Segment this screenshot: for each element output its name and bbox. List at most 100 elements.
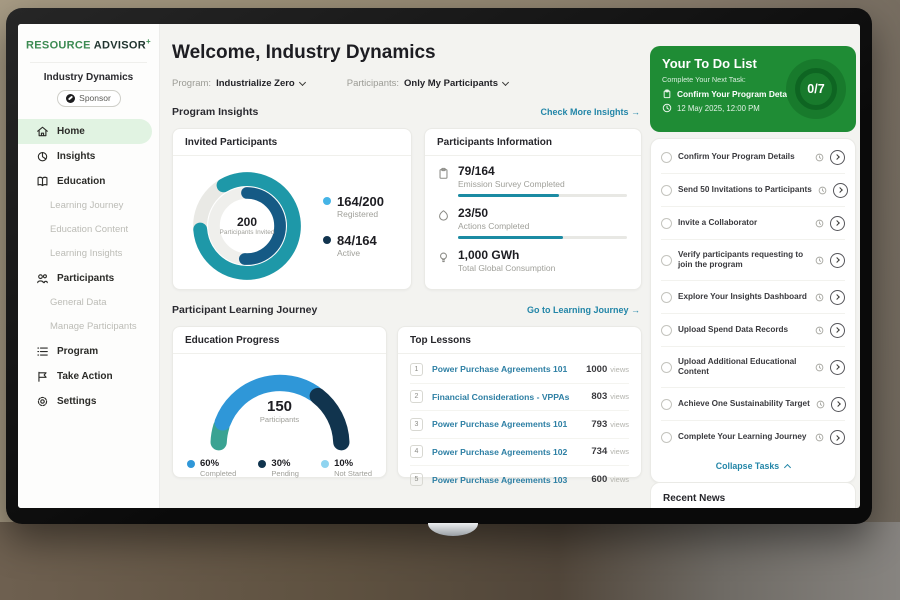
chevron-down-icon xyxy=(298,78,306,87)
sponsor-label: Sponsor xyxy=(79,93,111,104)
task-checkbox[interactable] xyxy=(661,151,672,163)
insights-icon xyxy=(37,151,48,162)
task-row-upload-spend-data[interactable]: Upload Spend Data Records xyxy=(661,314,845,347)
divider xyxy=(30,61,147,63)
task-row-confirm-program[interactable]: Confirm Your Program Details xyxy=(661,141,845,174)
go-to-learning-journey-link[interactable]: Go to Learning Journey → xyxy=(527,305,640,315)
task-row-invite-collaborator[interactable]: Invite a Collaborator xyxy=(661,207,845,240)
monitor-stand xyxy=(428,523,478,536)
task-row-upload-educational-content[interactable]: Upload Additional Educational Content xyxy=(661,347,845,388)
task-chevron-button[interactable] xyxy=(830,149,845,165)
sidebar-item-manage-participants[interactable]: Manage Participants xyxy=(18,315,159,339)
metric-value: 79/164 xyxy=(458,164,495,178)
task-chevron-button[interactable] xyxy=(830,322,845,338)
task-checkbox[interactable] xyxy=(661,432,672,443)
task-chevron-button[interactable] xyxy=(830,396,846,412)
todo-due-label: 12 May 2025, 12:00 PM xyxy=(677,103,760,113)
task-label: Invite a Collaborator xyxy=(678,217,758,227)
lesson-link[interactable]: Financial Considerations - VPPAs xyxy=(432,391,570,402)
task-checkbox[interactable] xyxy=(661,324,672,336)
sidebar-item-label: Learning Insights xyxy=(50,248,123,260)
legend-value: 30% xyxy=(271,458,291,469)
sidebar-item-label: Program xyxy=(57,345,99,357)
task-row-achieve-target[interactable]: Achieve One Sustainability Target xyxy=(661,388,846,421)
task-chevron-button[interactable] xyxy=(830,215,845,231)
todo-next-task: Confirm Your Program Details xyxy=(662,89,844,99)
lesson-link[interactable]: Power Purchase Agreements 101 xyxy=(432,364,568,375)
views-suffix: views xyxy=(610,392,629,402)
program-filter-value: Industrialize Zero xyxy=(216,78,295,89)
task-checkbox[interactable] xyxy=(661,217,672,229)
lesson-link[interactable]: Power Purchase Agreements 101 xyxy=(432,419,568,430)
clock-icon xyxy=(815,326,824,334)
gauge-svg xyxy=(210,374,349,451)
donut-center-label: Participants Invited xyxy=(219,228,275,236)
sidebar-item-education-content[interactable]: Education Content xyxy=(18,218,159,242)
task-chevron-button[interactable] xyxy=(830,289,845,305)
task-row-complete-learning-journey[interactable]: Complete Your Learning Journey xyxy=(661,421,845,454)
take-action-icon xyxy=(38,371,47,382)
gauge-center-label: Participants xyxy=(259,415,300,424)
sponsor-icon xyxy=(66,93,76,103)
collapse-tasks-link[interactable]: Collapse Tasks xyxy=(661,454,845,478)
sidebar-item-participants[interactable]: Participants xyxy=(18,266,159,291)
sidebar-item-home[interactable]: Home xyxy=(18,118,152,144)
sidebar-item-education[interactable]: Education xyxy=(18,169,159,194)
sidebar-item-label: Home xyxy=(57,125,85,137)
todo-next-task-label: Confirm Your Program Details xyxy=(677,89,797,99)
legend-dot xyxy=(258,460,267,468)
task-checkbox[interactable] xyxy=(661,254,672,266)
sidebar-item-learning-insights[interactable]: Learning Insights xyxy=(18,242,159,266)
clock-icon xyxy=(815,153,824,161)
lesson-views: 1000 xyxy=(586,363,608,375)
donut-center-value: 200 xyxy=(236,214,258,229)
legend-value: 164/200 xyxy=(337,194,384,209)
task-chevron-button[interactable] xyxy=(830,359,845,375)
top-lessons-list: 1 Power Purchase Agreements 101 1000 vie… xyxy=(398,354,641,494)
sidebar-item-program[interactable]: Program xyxy=(18,339,159,364)
sidebar-item-label: Insights xyxy=(57,150,96,162)
progress-track xyxy=(458,236,627,239)
task-checkbox[interactable] xyxy=(661,291,672,303)
task-chevron-button[interactable] xyxy=(830,430,845,445)
task-chevron-button[interactable] xyxy=(832,182,848,198)
legend-label: Active xyxy=(337,248,361,258)
sidebar-item-learning-journey[interactable]: Learning Journey xyxy=(18,194,159,218)
program-filter-dropdown[interactable]: Program: Industrialize Zero xyxy=(172,78,306,89)
task-checkbox[interactable] xyxy=(661,398,672,410)
task-label: Upload Spend Data Records xyxy=(678,324,789,334)
filters-row: Program: Industrialize Zero Participants… xyxy=(172,78,510,89)
page-title: Welcome, Industry Dynamics xyxy=(172,42,436,63)
lesson-link[interactable]: Power Purchase Agreements 102 xyxy=(432,446,568,457)
gauge-center: 150 Participants xyxy=(187,398,373,424)
lesson-row: 1 Power Purchase Agreements 101 1000 vie… xyxy=(410,356,629,384)
task-row-explore-insights[interactable]: Explore Your Insights Dashboard xyxy=(661,281,845,314)
task-label: Explore Your Insights Dashboard xyxy=(678,291,807,301)
task-checkbox[interactable] xyxy=(661,361,672,373)
sidebar-item-general-data[interactable]: General Data xyxy=(18,291,159,315)
task-label: Achieve One Sustainability Target xyxy=(678,398,810,408)
metric-label: Emission Survey Completed xyxy=(458,179,565,189)
legend-label: Completed xyxy=(200,469,237,478)
legend-label: Pending xyxy=(271,469,299,478)
task-checkbox[interactable] xyxy=(661,184,672,196)
sidebar-item-label: Take Action xyxy=(57,370,113,382)
todo-progress-ring: 0/7 xyxy=(786,59,846,119)
task-row-verify-participants[interactable]: Verify participants requesting to join t… xyxy=(661,240,845,281)
check-more-insights-link[interactable]: Check More Insights → xyxy=(540,107,640,117)
recent-news-card: Recent News xyxy=(650,482,856,508)
lesson-link[interactable]: Power Purchase Agreements 103 xyxy=(432,474,568,485)
views-suffix: views xyxy=(610,364,629,374)
sidebar-item-take-action[interactable]: Take Action xyxy=(18,364,159,389)
donut-svg xyxy=(193,172,301,280)
legend-item-not-started: 10% Not Started xyxy=(321,458,372,478)
task-chevron-button[interactable] xyxy=(830,252,845,268)
sponsor-badge[interactable]: Sponsor xyxy=(56,89,121,107)
task-row-send-invitations[interactable]: Send 50 Invitations to Participants xyxy=(661,174,848,207)
education-progress-body: 150 Participants 60% Completed xyxy=(173,354,386,478)
app-logo: RESOURCE ADVISOR+ xyxy=(18,24,159,52)
participants-filter-dropdown[interactable]: Participants: Only My Participants xyxy=(347,78,510,89)
sidebar-item-settings[interactable]: Settings xyxy=(18,389,159,414)
legend-item-registered: 164/200 Registered xyxy=(323,194,384,219)
sidebar-item-insights[interactable]: Insights xyxy=(18,144,159,169)
